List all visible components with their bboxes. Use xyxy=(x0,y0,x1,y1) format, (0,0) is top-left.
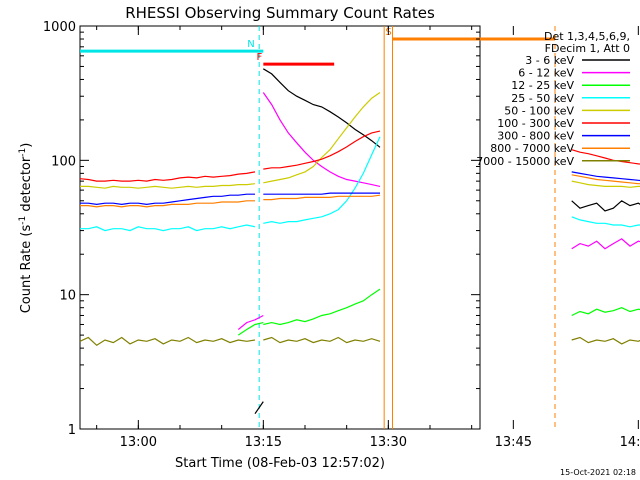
status-bars: NFS xyxy=(80,27,555,66)
series-lines xyxy=(79,68,640,415)
legend-label-1: 6 - 12 keV xyxy=(518,67,574,80)
x-tick-label-2: 13:30 xyxy=(370,435,407,450)
legend-label-8: 7000 - 15000 keV xyxy=(476,155,574,168)
series-6-segment-0 xyxy=(80,193,255,206)
series-1-segment-2 xyxy=(571,238,640,250)
y-label-mid: detector xyxy=(19,156,34,216)
legend-label-3: 25 - 50 keV xyxy=(511,92,574,105)
series-8-segment-2 xyxy=(571,336,640,345)
series-1-segment-0 xyxy=(237,314,264,330)
legend-label-7: 800 - 7000 keV xyxy=(490,142,574,155)
legend-header-1: FDecim 1, Att 0 xyxy=(545,42,630,55)
series-0-segment-0 xyxy=(254,401,264,415)
series-4-segment-1 xyxy=(263,92,381,184)
series-5-segment-2 xyxy=(571,149,640,165)
series-6-segment-2 xyxy=(571,171,640,182)
series-3-segment-2 xyxy=(571,216,640,228)
plot-frame xyxy=(79,25,481,430)
series-8-segment-0 xyxy=(79,336,256,347)
series-7-segment-0 xyxy=(80,200,255,208)
status-bar-label-3: F xyxy=(256,52,262,63)
legend-label-4: 50 - 100 keV xyxy=(504,104,574,117)
y-label-sup1: -1 xyxy=(18,216,28,225)
series-0-segment-2 xyxy=(571,200,640,212)
x-tick-label-3: 13:45 xyxy=(495,435,532,450)
series-6-segment-1 xyxy=(263,192,380,195)
legend-header-0: Det 1,3,4,5,6,9, xyxy=(544,30,630,43)
series-8-segment-1 xyxy=(263,336,381,344)
series-7-segment-2 xyxy=(571,174,640,185)
date-stamp: 15-Oct-2021 02:18 xyxy=(560,468,636,477)
y-tick-label-0: 1 xyxy=(68,423,76,438)
status-bar-label-1: N xyxy=(247,39,254,50)
y-axis-label: Count Rate (s-1 detector-1) xyxy=(18,143,34,314)
y-label-end: ) xyxy=(19,143,34,148)
y-label-main: Count Rate (s xyxy=(19,225,34,314)
series-4-segment-2 xyxy=(571,180,640,188)
series-5-segment-0 xyxy=(79,171,256,182)
x-tick-label-0: 13:00 xyxy=(120,435,157,450)
series-2-segment-0 xyxy=(237,322,264,336)
series-3-segment-1 xyxy=(263,136,381,224)
x-tick-label-4: 14:00 xyxy=(620,435,640,450)
series-4-segment-0 xyxy=(80,183,256,189)
chart-title: RHESSI Observing Summary Count Rates xyxy=(125,4,435,22)
x-tick-label-1: 13:15 xyxy=(245,435,282,450)
legend-label-6: 300 - 800 keV xyxy=(497,130,574,143)
series-2-segment-2 xyxy=(571,307,640,317)
legend: Det 1,3,4,5,6,9,FDecim 1, Att 03 - 6 keV… xyxy=(476,30,630,168)
marker-lines xyxy=(258,26,556,429)
series-0-segment-1 xyxy=(262,68,381,148)
y-tick-label-2: 100 xyxy=(51,154,76,169)
y-tick-label-3: 1000 xyxy=(43,20,76,35)
y-label-sup2: -1 xyxy=(18,148,28,157)
series-1-segment-1 xyxy=(262,92,381,187)
legend-label-0: 3 - 6 keV xyxy=(525,54,574,67)
series-5-segment-1 xyxy=(263,130,381,170)
y-tick-label-1: 10 xyxy=(59,289,76,304)
legend-label-5: 100 - 300 keV xyxy=(497,117,574,130)
series-7-segment-1 xyxy=(263,194,381,201)
y-axis: 1 10 100 1000 xyxy=(43,20,480,438)
x-axis-label: Start Time (08-Feb-03 12:57:02) xyxy=(175,456,385,471)
series-3-segment-0 xyxy=(80,224,256,232)
series-2-segment-1 xyxy=(263,288,381,326)
legend-label-2: 12 - 25 keV xyxy=(511,79,574,92)
